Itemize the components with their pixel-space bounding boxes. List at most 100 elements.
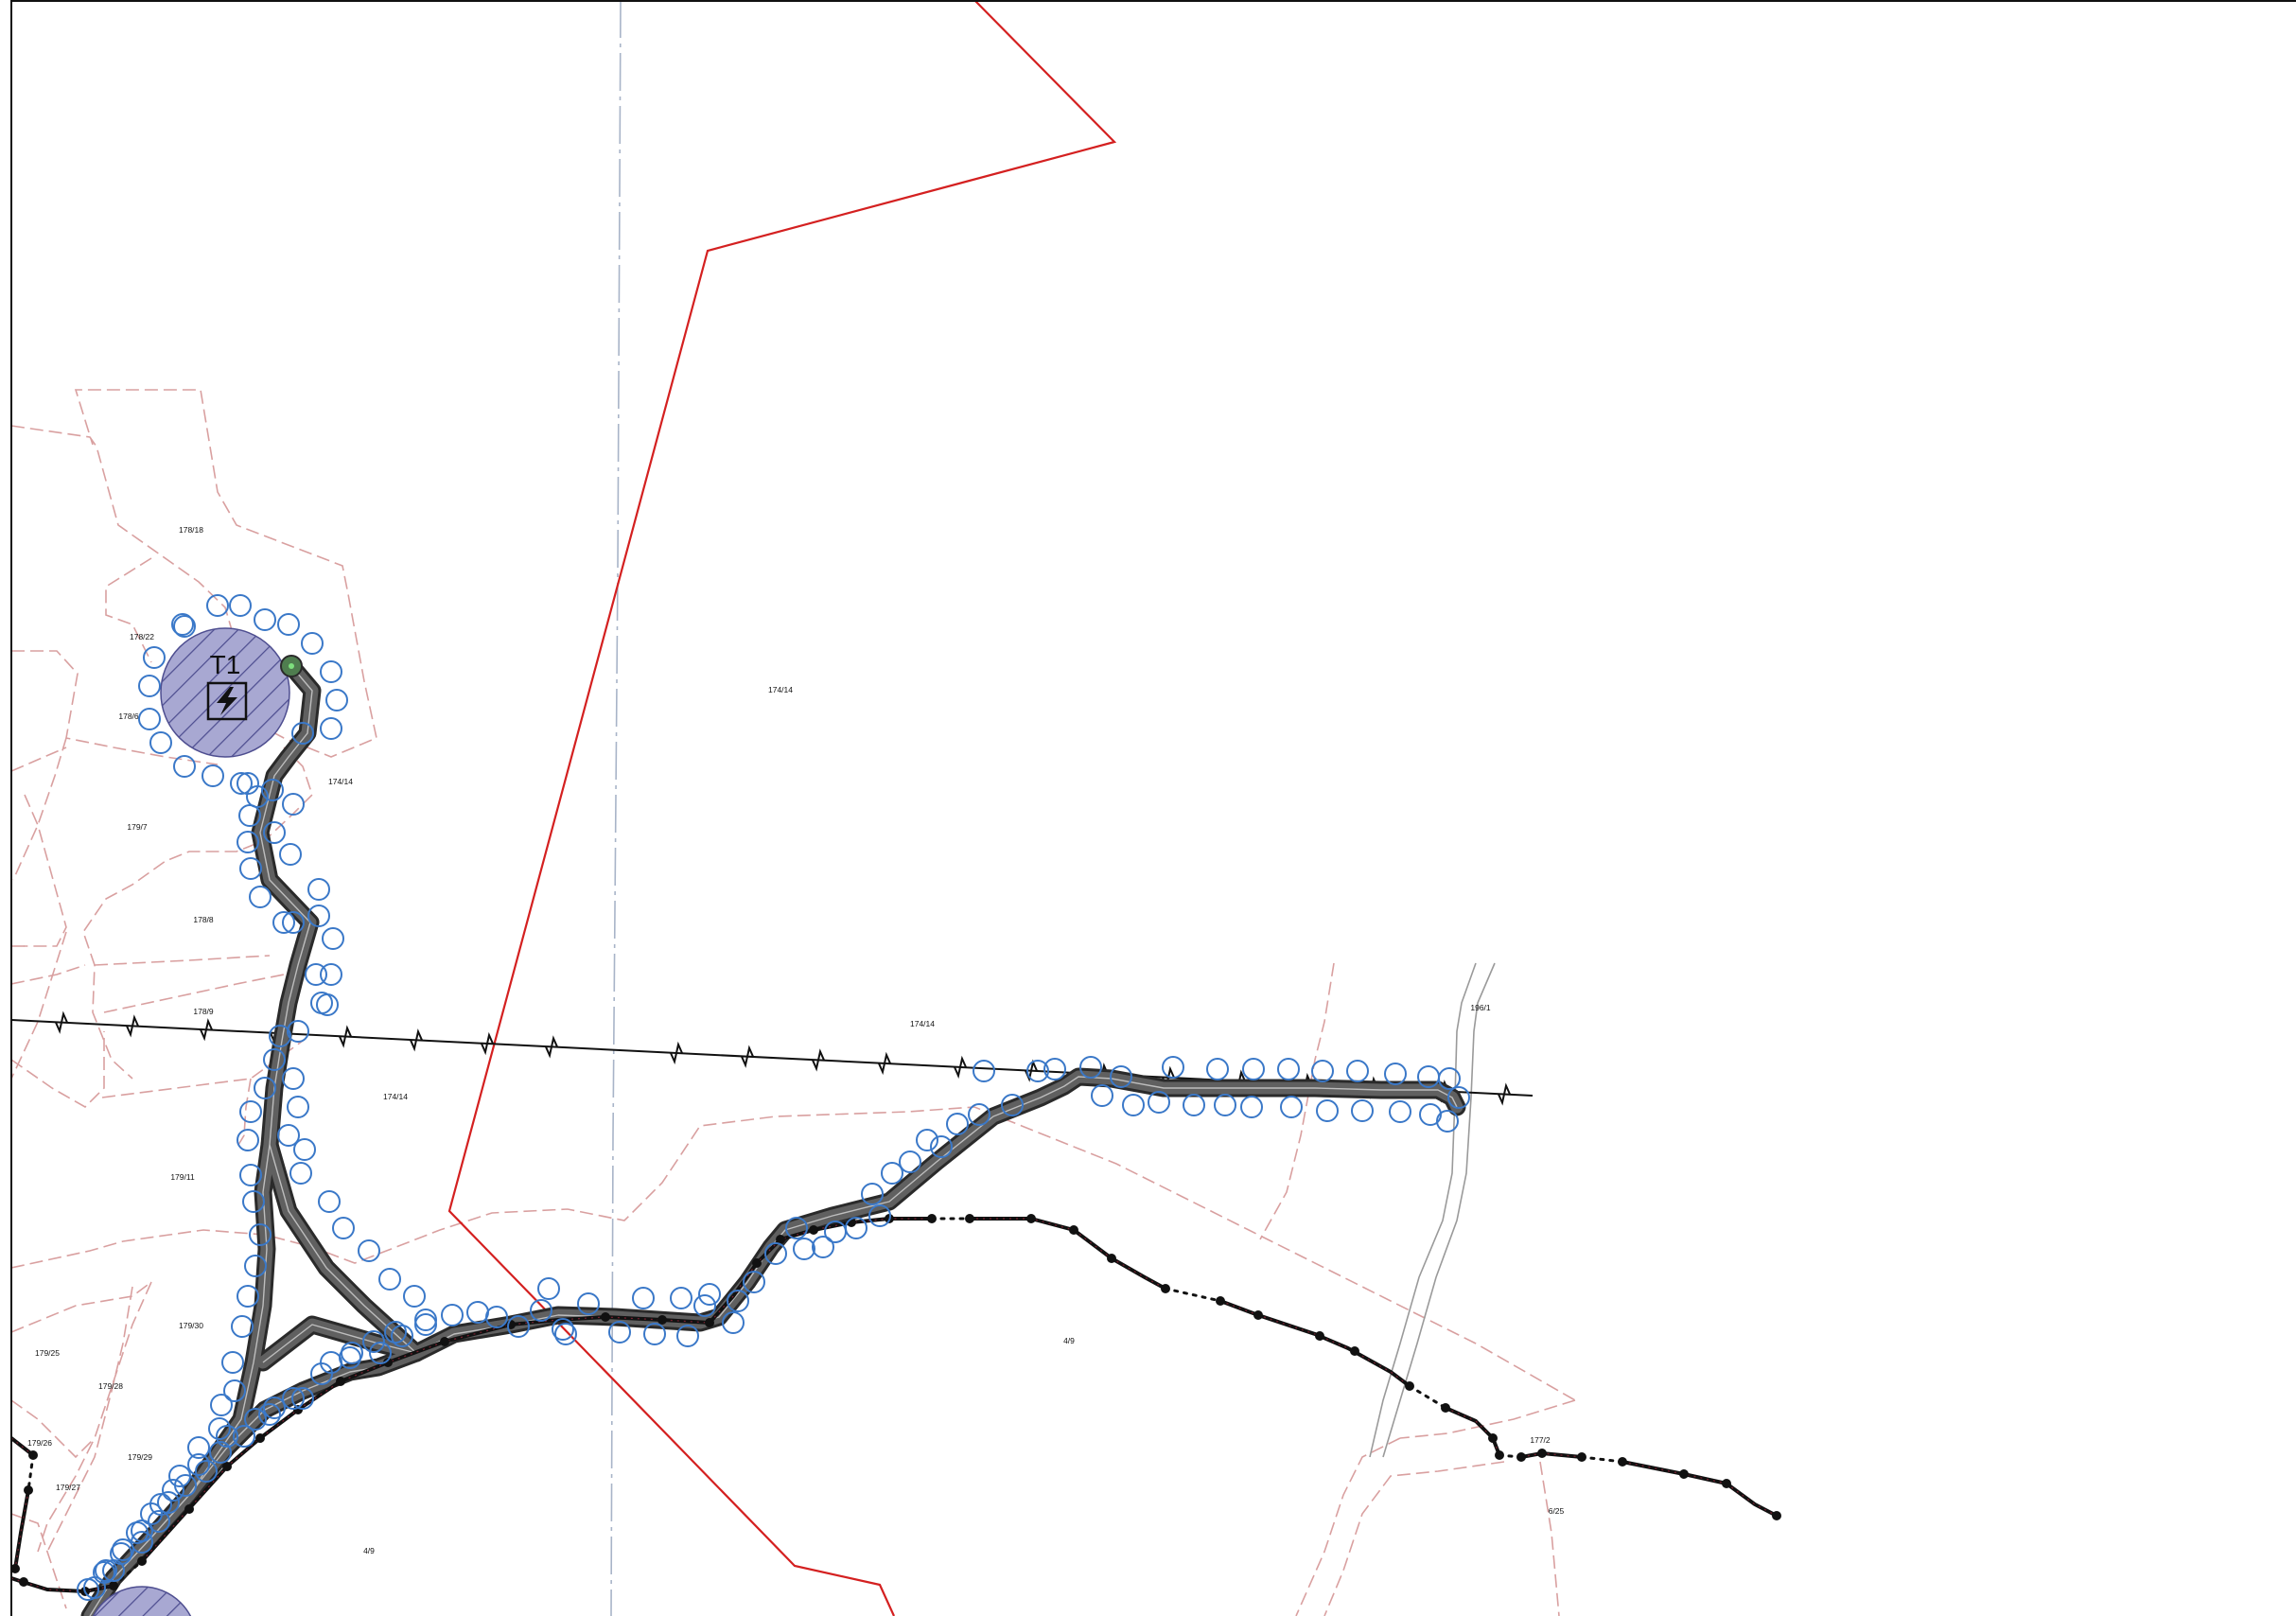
turbine-footprint-partial: [92, 1586, 192, 1616]
cable-node-39: [1577, 1452, 1586, 1462]
tree-marker-37: [263, 1048, 286, 1071]
tree-marker-153: [1346, 1060, 1369, 1082]
tree-marker-60: [282, 1067, 305, 1090]
tree-marker-61: [287, 1096, 309, 1118]
cable-node-9: [255, 1433, 265, 1443]
power-line-break-8: [670, 1041, 683, 1065]
tree-marker-160: [1447, 1086, 1470, 1109]
tree-marker-32: [322, 927, 344, 950]
cable-node-38: [1537, 1449, 1547, 1458]
tree-marker-27: [249, 886, 272, 908]
tree-marker-76: [258, 1403, 281, 1426]
cadastral-boundary-22: [1295, 1437, 1401, 1616]
tree-marker-64: [289, 1162, 312, 1185]
cadastral-boundary-17: [37, 1281, 152, 1553]
tree-marker-105: [530, 1299, 552, 1322]
tree-marker-119: [743, 1271, 765, 1293]
cadastral-boundary-8: [11, 964, 86, 985]
parcel-label: 178/8: [193, 915, 214, 924]
tree-marker-66: [332, 1217, 355, 1239]
tree-marker-114: [676, 1325, 699, 1347]
tree-marker-75: [282, 1387, 305, 1410]
tree-marker-7: [143, 646, 166, 669]
tree-marker-115: [693, 1294, 716, 1317]
tree-marker-55: [112, 1538, 134, 1561]
power-line-break-6: [481, 1031, 494, 1056]
tree-marker-69: [403, 1285, 426, 1308]
tree-marker-65: [318, 1190, 341, 1213]
tree-marker-94: [263, 1396, 286, 1419]
cable-dotted-1: [112, 1559, 144, 1588]
tree-marker-116: [698, 1283, 721, 1306]
tree-marker-109: [577, 1292, 600, 1315]
turbine-hub-dot: [289, 663, 294, 669]
tree-marker-150: [1280, 1096, 1303, 1118]
tree-marker-14: [261, 779, 284, 801]
cable-node-41: [1679, 1469, 1689, 1479]
cadastral-boundary-12: [11, 1031, 105, 1108]
tree-felling-markers: [77, 594, 1470, 1601]
cable-node-36: [1495, 1450, 1504, 1460]
tree-marker-17: [325, 689, 348, 711]
cadastral-boundary-11: [11, 931, 67, 1080]
cadastral-boundary-18: [46, 1286, 133, 1553]
tree-marker-78: [209, 1441, 232, 1464]
tree-marker-56: [95, 1559, 117, 1582]
tree-marker-62: [277, 1124, 300, 1147]
tree-marker-13: [230, 772, 253, 795]
cable-overlay-1: [14, 1489, 29, 1570]
cable-dotted-3: [1164, 1287, 1222, 1303]
tree-marker-155: [1384, 1063, 1407, 1085]
cable-node-2: [11, 1564, 20, 1573]
tree-marker-110: [608, 1321, 631, 1344]
cable-node-28: [1161, 1284, 1170, 1293]
tree-marker-143: [1162, 1056, 1184, 1079]
cable-node-3: [19, 1577, 28, 1587]
cadastral-boundary-3: [12, 737, 67, 881]
parcel-label: 179/27: [56, 1483, 80, 1492]
power-line-break-4: [339, 1025, 352, 1048]
tree-marker-68: [378, 1268, 401, 1291]
tree-marker-89: [140, 1502, 163, 1525]
cable-overlay-5: [1219, 1300, 1411, 1387]
turbine-t1[interactable]: T1: [160, 627, 303, 758]
tree-marker-126: [868, 1204, 891, 1227]
tree-marker-106: [537, 1277, 560, 1300]
road-centreline-0: [89, 665, 313, 1616]
cable-node-17: [705, 1318, 714, 1327]
tree-marker-103: [485, 1306, 508, 1328]
tree-marker-40: [237, 1129, 259, 1151]
tree-marker-123: [812, 1236, 834, 1258]
tree-marker-19: [291, 722, 314, 745]
cable-node-5: [109, 1581, 118, 1590]
tree-marker-9: [138, 708, 161, 730]
tree-marker-38: [254, 1077, 276, 1099]
tree-marker-70: [414, 1309, 437, 1331]
tree-marker-146: [1214, 1094, 1236, 1116]
creek-bank-right: [1382, 962, 1496, 1458]
tree-marker-5: [301, 632, 324, 655]
parcel-label: 178/6: [118, 711, 139, 721]
cable-dotted-6: [1580, 1455, 1624, 1464]
tree-marker-59: [316, 993, 339, 1016]
cadastral-boundary-16: [11, 1281, 152, 1333]
tree-marker-118: [727, 1290, 749, 1312]
cable-node-23: [927, 1214, 937, 1223]
tree-marker-107: [552, 1318, 574, 1341]
tree-marker-133: [968, 1103, 990, 1126]
tree-marker-111: [632, 1287, 655, 1309]
tree-marker-28: [282, 911, 305, 934]
cable-node-26: [1069, 1225, 1078, 1235]
power-line-break-10: [812, 1048, 825, 1072]
cable-node-30: [1253, 1310, 1263, 1320]
parcel-label: 179/7: [127, 822, 148, 832]
cable-node-43: [1772, 1511, 1781, 1520]
parcel-label: 174/14: [383, 1092, 408, 1101]
tree-marker-6: [173, 615, 196, 638]
parcel-label: 178/9: [193, 1007, 214, 1016]
tree-marker-140: [1110, 1065, 1132, 1088]
tree-marker-82: [148, 1510, 170, 1533]
tree-marker-46: [231, 1315, 254, 1338]
tree-marker-8: [138, 675, 161, 697]
